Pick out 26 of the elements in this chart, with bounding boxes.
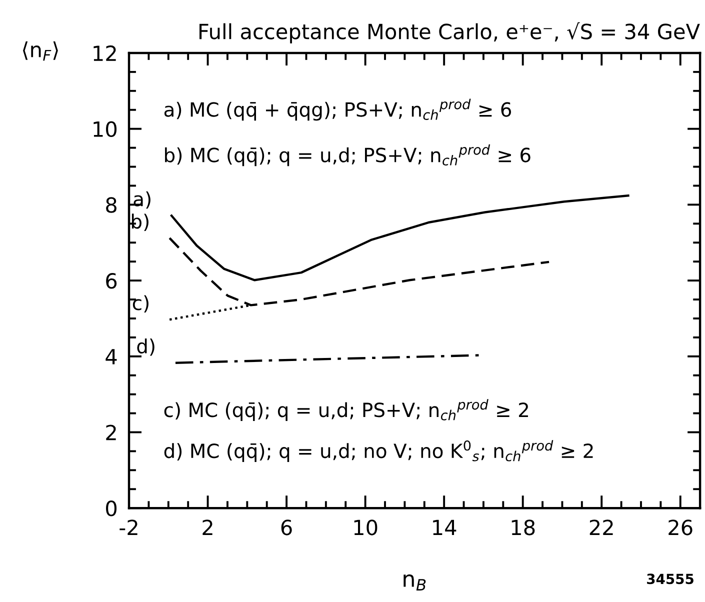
x-tick-label: 26 bbox=[668, 520, 692, 536]
annotation: b) bbox=[132, 214, 148, 232]
x-tick-label: 6 bbox=[281, 520, 292, 536]
chart-title: Full acceptance Monte Carlo, e⁺e⁻, √S = 34 GeV bbox=[200, 22, 700, 44]
annotation: a) MC (qq̄ + q̄qg); PS+V; n$_{ch}$$^{prod}$ ≥ 6 bbox=[164, 98, 512, 121]
x-tick-label: 10 bbox=[354, 520, 378, 536]
y-tick-label: 12 bbox=[94, 45, 116, 61]
x-tick-label: 18 bbox=[512, 520, 535, 536]
annotation: c) bbox=[132, 295, 148, 313]
y-tick-label: 10 bbox=[94, 121, 117, 138]
x-axis-title: n$_{B}$ bbox=[404, 574, 426, 590]
y-axis-title: ⟨n$_{F}$⟩ bbox=[23, 41, 58, 61]
annotation: d) MC (qq̄); q = u,d; no V; no K$^{0}$$_{s}$; n$_{ch}$$^{prod}$ ≥ 2 bbox=[164, 440, 593, 462]
x-tick-label: 2 bbox=[202, 520, 212, 536]
annotation: c) MC (qq̄); q = u,d; PS+V; n$_{ch}$$^{prod}$ ≥ 2 bbox=[164, 399, 528, 422]
text: 34555 bbox=[647, 574, 694, 584]
annotation: d) bbox=[137, 338, 154, 356]
y-tick-label: 4 bbox=[106, 349, 117, 364]
y-tick-label: 8 bbox=[106, 197, 116, 213]
x-tick-label: 22 bbox=[590, 520, 613, 536]
x-tick-label: 14 bbox=[433, 520, 456, 536]
y-tick-label: 0 bbox=[106, 500, 117, 516]
y-tick-label: 2 bbox=[106, 424, 116, 440]
annotation: b) MC (qq̄); q = u,d; PS+V; n$_{ch}$$^{prod}$ ≥ 6 bbox=[165, 144, 530, 166]
y-tick-label: 6 bbox=[106, 272, 117, 289]
x-tick-label: -2 bbox=[120, 520, 138, 536]
